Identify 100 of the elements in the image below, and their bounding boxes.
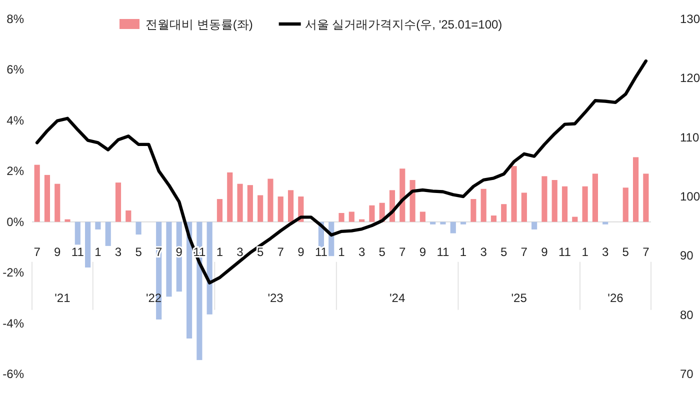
bar [34,164,40,222]
bar [602,222,608,224]
bar [440,222,446,224]
x-tick-label: 7 [642,244,650,259]
bar [643,174,649,222]
bar [115,182,122,222]
x-tick-label: 5 [622,244,630,259]
annotation: '24 [389,290,406,305]
bar [186,222,192,338]
bar [552,180,558,222]
x-tick-label: 1 [338,244,346,259]
bar [44,174,50,222]
bar [622,188,628,222]
bar [258,195,264,222]
bar [511,166,517,222]
bar [95,222,101,230]
y-tick-label: -2% [2,266,24,280]
x-tick-label: 9 [176,244,183,259]
y2-tick-label: 110 [680,130,700,144]
x-tick-label: 1 [216,244,224,259]
x-tick-label: 9 [541,244,548,259]
annotation: '23 [268,290,284,305]
legend-label: 서울 실거래가격지수(우, '25.01=100) [304,18,502,32]
bar [430,222,436,224]
legend-label: 전월대비 변동률(좌) [146,18,253,32]
y2-tick-label: 100 [680,190,700,204]
x-tick-label: 5 [256,244,264,259]
bar [501,204,507,222]
bar [105,222,111,246]
bar [216,199,223,222]
bar [592,174,598,222]
y2-tick-label: 70 [680,367,694,381]
bar [136,222,142,235]
bar [54,184,60,222]
bar [278,196,284,222]
y2-tick-label: 90 [680,248,694,263]
annotation: '22 [146,290,162,305]
x-tick-label: 3 [358,244,366,259]
x-tick-label: 11 [436,244,450,259]
y2-tick-label: 130 [680,12,700,26]
x-tick-label: 7 [277,244,284,259]
y2-tick-label: 80 [680,308,694,322]
bar [582,186,588,222]
bar [126,210,132,222]
y-tick-label: 4% [6,113,24,128]
x-tick-label: 3 [114,244,122,259]
bar [562,186,568,222]
bar [348,212,354,222]
y-tick-label: 2% [6,164,24,178]
bar [450,222,456,234]
x-tick-label: 7 [520,244,528,259]
bar [64,219,70,222]
bar [572,216,578,222]
x-tick-label: 7 [156,244,162,259]
x-tick-label: 5 [135,244,142,259]
bar [247,185,253,222]
bar [268,178,274,222]
bar [369,205,375,222]
x-tick-label: 11 [314,244,328,259]
x-tick-label: 11 [558,244,572,259]
x-tick-label: 5 [500,244,508,259]
y-tick-label: 6% [6,62,24,77]
y2-tick-label: 120 [680,71,700,86]
bar [206,222,212,314]
annotation: '26 [608,290,624,305]
x-tick-label: 9 [419,244,426,259]
bar [227,172,233,222]
annotation: '25 [511,290,528,305]
x-tick-label: 9 [298,244,305,259]
bar [74,222,80,245]
bar [400,168,406,222]
bar [359,219,365,222]
bar [460,222,466,224]
bar [632,157,639,222]
bar [338,212,344,222]
bar [288,190,294,222]
bar [410,180,416,222]
bar [480,188,486,222]
bar [532,222,538,230]
bar [521,192,527,222]
x-tick-label: 7 [399,244,406,259]
x-tick-label: 1 [582,244,589,259]
bar [490,216,497,222]
x-tick-label: 11 [71,244,84,259]
x-tick-label: 3 [602,244,609,259]
bar [470,199,476,222]
y-tick-label: 0% [6,214,24,229]
bar [166,222,172,297]
x-tick-label: 9 [54,244,62,259]
x-tick-label: 7 [34,244,41,259]
x-tick-label: 3 [236,244,244,259]
y-tick-label: 8% [6,12,24,26]
x-tick-label: 5 [378,244,386,259]
x-tick-label: 1 [460,244,467,259]
bar [542,176,548,222]
bar [237,184,243,222]
y-tick-label: -6% [2,367,24,381]
bar [420,212,426,222]
x-tick-label: 1 [94,244,102,259]
y-tick-label: -4% [2,316,24,330]
